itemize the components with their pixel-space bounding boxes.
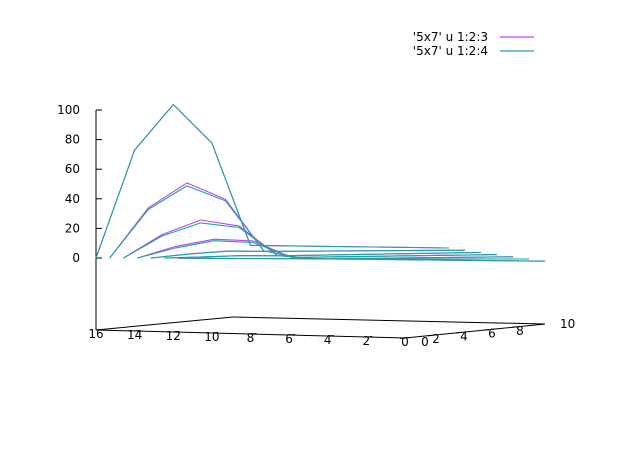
y-tick-mark — [399, 337, 406, 339]
series-row-line — [95, 103, 252, 259]
x-tick-label: 12 — [166, 329, 181, 343]
x-tick-label: 14 — [127, 328, 142, 342]
series-ray-line — [291, 254, 498, 258]
y-tick-mark — [455, 331, 462, 334]
z-tick-label: 60 — [65, 162, 80, 176]
series-group — [95, 103, 546, 262]
series-group — [95, 103, 546, 262]
y-tick-label: 2 — [432, 332, 440, 346]
x-tick-label: 6 — [285, 332, 293, 346]
plot-lines — [95, 103, 546, 262]
x-tick-mark — [95, 329, 103, 331]
series-row-line — [95, 103, 252, 259]
x-tick-mark — [250, 333, 257, 335]
base-axes: 16 14 12 10 8 6 4 2 0 0 2 4 6 8 10 — [88, 316, 575, 349]
series-ray-line — [277, 251, 482, 257]
x-tick-label: 4 — [324, 333, 332, 347]
y-tick-label: 8 — [516, 324, 524, 338]
z-axis: 0 20 40 60 80 100 — [57, 103, 102, 330]
y-tick-mark — [483, 329, 490, 331]
series-ray-line — [250, 244, 450, 249]
x-tick-mark — [173, 331, 180, 333]
series-ray-line — [264, 249, 466, 252]
x-tick-mark — [289, 334, 296, 336]
series-row-line — [109, 182, 265, 259]
x-tick-label: 16 — [88, 327, 103, 341]
legend-label: '5x7' u 1:2:3 — [413, 30, 488, 44]
y-tick-mark — [539, 323, 546, 325]
x-tick-mark — [211, 332, 218, 334]
series-row-line — [109, 185, 265, 259]
series-row-line — [136, 240, 292, 259]
back-edge-line — [232, 316, 546, 325]
series-row-line — [150, 250, 306, 260]
z-tick-label: 40 — [65, 192, 80, 206]
x-tick-mark — [366, 336, 373, 338]
z-tick-label: 80 — [65, 133, 80, 147]
x-tick-label: 0 — [401, 335, 409, 349]
x-tick-label: 10 — [204, 330, 219, 344]
z-tick-label: 20 — [65, 221, 80, 235]
y-tick-label: 0 — [421, 335, 429, 349]
y-tick-label: 6 — [488, 327, 496, 341]
legend-label: '5x7' u 1:2:4 — [413, 44, 488, 58]
x-tick-mark — [134, 330, 141, 332]
x-tick-label: 8 — [247, 331, 255, 345]
y-tick-mark — [427, 334, 434, 337]
x-tick-label: 2 — [363, 334, 371, 348]
series-row-line — [123, 222, 279, 259]
legend: '5x7' u 1:2:3'5x7' u 1:2:4 — [413, 30, 534, 58]
y-tick-mark — [511, 326, 518, 328]
x-tick-mark — [404, 337, 412, 339]
z-tick-label: 0 — [72, 251, 80, 265]
series-ray-line — [332, 258, 546, 262]
x-tick-mark — [327, 335, 334, 337]
z-tick-label: 100 — [57, 103, 80, 117]
y-tick-label: 4 — [460, 329, 468, 343]
y-axis-back-line — [95, 316, 234, 331]
y-tick-label: 10 — [560, 317, 575, 331]
